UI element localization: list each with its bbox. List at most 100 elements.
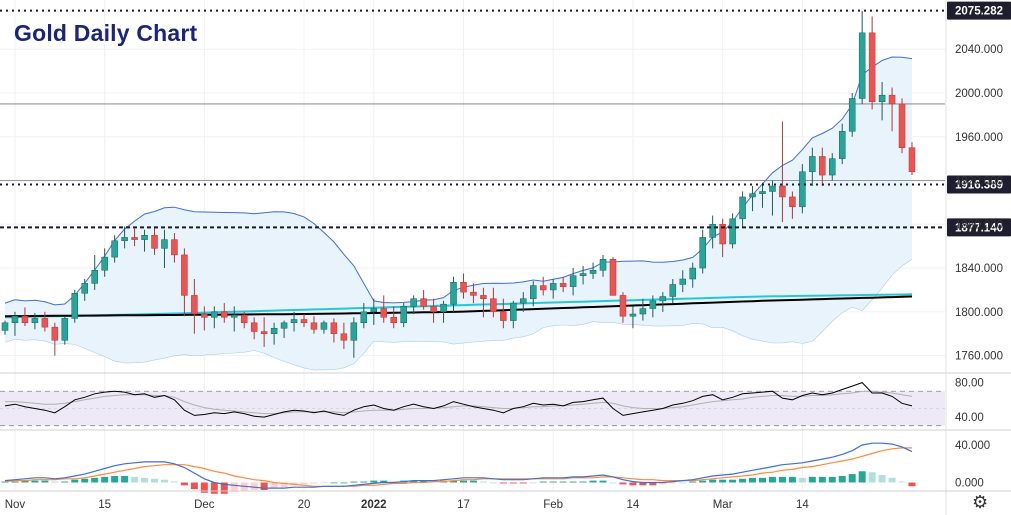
candle [191,279,198,334]
candle [201,306,208,331]
candle-body-up [858,32,866,99]
price-level-label: 2075.282 [955,6,1003,18]
macd-histogram-bar [91,477,99,483]
macd-histogram-bar [758,477,766,483]
candle-body-up [81,283,88,294]
candle [21,307,29,327]
rsi-axis-tick-label: 80.00 [955,378,984,390]
candle [838,123,846,165]
candle-body-up [290,319,298,324]
candle [290,311,298,332]
gear-icon[interactable]: ⚙ [972,492,989,513]
candle-body-down [300,319,308,324]
macd-histogram-bar [340,482,348,484]
macd-histogram-bar [858,471,866,483]
macd-histogram-bar [619,482,627,485]
macd-histogram-bar [260,482,268,490]
candle [749,186,756,212]
candle-body-down [380,308,387,318]
candle [181,248,188,317]
price-axis-tick-label: 2000.000 [955,88,1003,100]
price-level-label: 1916.389 [955,179,1003,191]
candle-body-up [669,284,677,297]
macd-axis-tick-label: 40.000 [955,440,990,452]
candle-body-up [699,237,706,269]
candle [430,298,437,323]
candle-body-down [480,295,487,299]
candle-body-down [260,331,268,334]
candle [131,228,138,247]
candle-body-up [579,273,587,276]
candle [858,10,866,104]
candle-body-up [589,269,597,274]
candle-body-up [101,256,108,271]
macd-histogram-bar [370,480,378,483]
candle [1,320,9,335]
macd-histogram-bar [61,481,69,483]
candle-body-down [221,311,228,318]
candle [51,322,59,356]
candle-body-down [240,314,248,324]
candle [211,306,218,329]
candle [400,303,407,328]
candle-body-up [649,300,657,309]
candle [480,287,487,318]
candle-body-down [559,283,567,287]
macd-histogram-bar [848,474,856,483]
candle-body-up [520,298,527,304]
macd-signal-line [4,447,912,487]
candle [629,306,637,329]
candle-body-up [230,314,238,318]
candle [709,215,716,249]
candle [888,87,896,132]
time-axis-label: Feb [543,499,563,511]
candle [221,303,228,323]
candle [490,287,497,318]
candle-body-up [848,98,856,132]
macd-histogram-bar [330,482,338,484]
candle [350,317,358,358]
macd-histogram-bar [111,475,119,483]
candle-body-up [31,318,39,324]
macd-histogram-bar [499,482,507,484]
candle [500,298,507,329]
candle [31,312,39,330]
macd-histogram-bar [101,476,109,483]
macd-histogram-bar [350,481,358,483]
candle [320,320,328,334]
macd-line [4,442,913,489]
candle [819,147,826,186]
candle-body-up [599,259,607,271]
macd-histogram-bar [808,476,816,483]
candle-body-up [270,327,278,334]
macd-histogram-bar [709,479,717,483]
candle-body-up [769,185,776,192]
macd-histogram-bar [380,480,388,483]
candle [649,295,657,318]
candle-body-up [809,156,816,173]
candle [829,153,836,181]
candle-body-up [709,224,716,238]
macd-histogram-bar [788,476,796,483]
macd-histogram-bar [649,482,657,486]
candle [310,316,318,334]
macd-histogram-bar [280,482,288,488]
candle [360,303,368,329]
candle [370,298,378,325]
candle-body-down [898,103,906,148]
candle-body-up [639,308,647,315]
macd-histogram-bar [669,482,677,484]
price-level-label-box [947,1,1011,20]
macd-histogram-bar [489,482,497,484]
candle-body-up [799,171,806,208]
time-axis-label: Dec [194,499,215,511]
macd-histogram-bar [310,482,318,484]
candle [260,317,268,347]
candle [151,226,158,255]
macd-histogram-bar [559,481,567,483]
candle-body-up [1,322,9,331]
candle [71,289,79,323]
candle [549,279,557,299]
macd-histogram-bar [719,479,727,483]
